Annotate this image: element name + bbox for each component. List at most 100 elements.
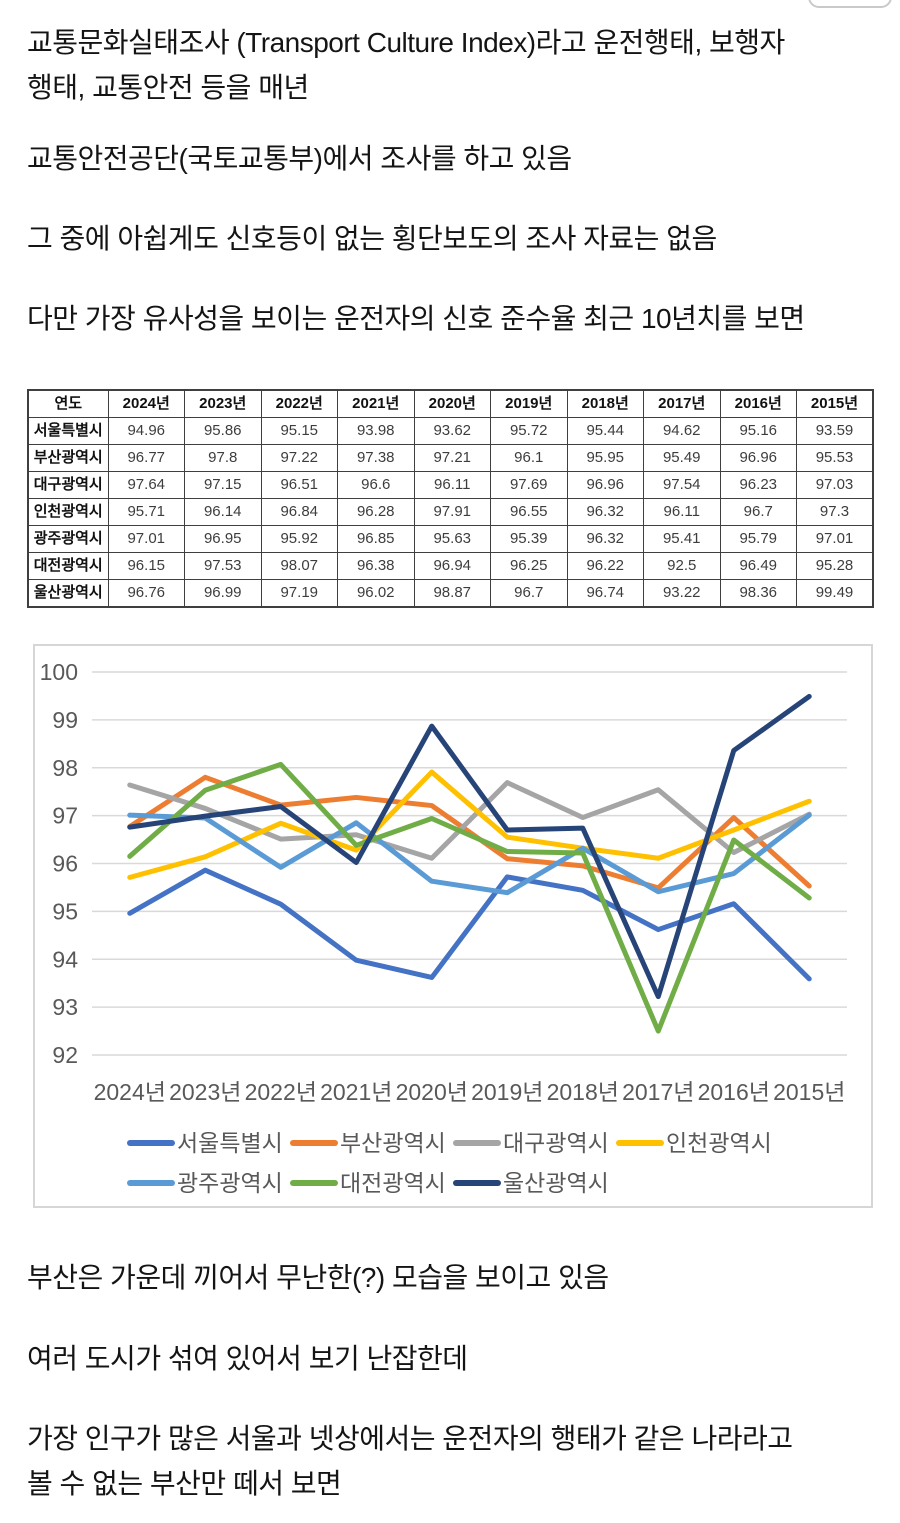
table-cell: 95.44 [566,417,644,445]
table-cell: 96.94 [413,552,491,580]
series-line-광주광역시 [127,812,812,896]
table-cell: 96.15 [107,552,185,580]
legend-label: 울산광역시 [503,1170,609,1196]
table-cell: 95.79 [719,525,797,553]
series-line-부산광역시 [127,774,812,891]
x-tick-label: 2022년 [245,1079,317,1105]
table-cell: 95.72 [490,417,568,445]
table-body: 서울특별시 94.96 95.86 95.15 93.98 93.62 95.72 95.44… [27,417,874,608]
table-cell: 93.22 [643,579,721,608]
table-cell: 96.55 [490,498,568,526]
table-cell: 95.53 [796,444,874,472]
column-header: 2015년 [796,389,874,418]
row-header-city: 서울특별시 [27,417,109,445]
table-cell: 95.15 [260,417,338,445]
table-cell: 94.62 [643,417,721,445]
legend-label: 대전광역시 [340,1170,446,1196]
column-header: 2019년 [490,389,568,418]
body-text-line: 교통문화실태조사 (Transport Culture Index)라고 운전행… [27,27,785,58]
body-text-line: 다만 가장 유사성을 보이는 운전자의 신호 준수율 최근 10년치를 보면 [27,303,805,334]
table-cell: 96.02 [337,579,415,608]
x-tick-label: 2021년 [320,1079,392,1105]
series-line-울산광역시 [127,693,812,1000]
compliance-table: 연도 2024년 2023년 2022년 2021년 2020년 2019년 2018년 201… [27,389,874,608]
table-cell: 96.1 [490,444,568,472]
table-cell: 96.85 [337,525,415,553]
table-cell: 96.6 [337,471,415,499]
row-header-city: 광주광역시 [27,525,109,553]
table-cell: 97.69 [490,471,568,499]
y-tick-label: 95 [52,898,78,924]
table-row: 대구광역시 97.64 97.15 96.51 96.6 96.11 97.69 96.96 9… [27,471,874,499]
y-tick-label: 98 [52,755,78,781]
table-cell: 95.16 [719,417,797,445]
table-cell: 95.95 [566,444,644,472]
column-header: 2016년 [719,389,797,418]
column-header: 2021년 [337,389,415,418]
column-header: 2022년 [260,389,338,418]
table-row: 인천광역시 95.71 96.14 96.84 96.28 97.91 96.55 96.32… [27,498,874,526]
table-cell: 98.36 [719,579,797,608]
column-header: 2024년 [107,389,185,418]
table-head: 연도 2024년 2023년 2022년 2021년 2020년 2019년 2018년 201… [27,389,874,418]
top-right-button-fragment[interactable] [808,0,892,8]
table-cell: 96.25 [490,552,568,580]
column-header: 2017년 [643,389,721,418]
table-cell: 93.59 [796,417,874,445]
body-text-line: 가장 인구가 많은 서울과 넷상에서는 운전자의 행태가 같은 나라라고 [27,1423,793,1454]
table-cell: 93.62 [413,417,491,445]
table-header-row: 연도 2024년 2023년 2022년 2021년 2020년 2019년 2018년 201… [27,389,874,418]
x-tick-label: 2017년 [622,1079,694,1105]
table-cell: 96.28 [337,498,415,526]
body-text-line: 볼 수 없는 부산만 떼서 보면 [27,1468,342,1499]
table-cell: 96.76 [107,579,185,608]
table-cell: 92.5 [643,552,721,580]
table-row: 대전광역시 96.15 97.53 98.07 96.38 96.94 96.25 96.22… [27,552,874,580]
table-cell: 97.38 [337,444,415,472]
table-cell: 95.63 [413,525,491,553]
row-header-city: 울산광역시 [27,579,109,608]
y-tick-label: 99 [52,707,78,733]
legend-label: 대구광역시 [503,1130,609,1156]
table-cell: 96.32 [566,498,644,526]
column-header: 2023년 [184,389,262,418]
x-tick-label: 2019년 [471,1079,543,1105]
table-cell: 94.96 [107,417,185,445]
x-tick-label: 2015년 [773,1079,845,1105]
table-cell: 95.49 [643,444,721,472]
x-tick-label: 2016년 [698,1079,770,1105]
body-text-line: 행태, 교통안전 등을 매년 [27,72,309,103]
row-header-city: 대전광역시 [27,552,109,580]
table-cell: 96.23 [719,471,797,499]
table-cell: 97.01 [796,525,874,553]
body-text-line: 교통안전공단(국토교통부)에서 조사를 하고 있음 [27,143,572,174]
table-cell: 97.21 [413,444,491,472]
row-header-city: 부산광역시 [27,444,109,472]
x-tick-label: 2020년 [396,1079,468,1105]
y-tick-label: 100 [40,659,78,685]
row-header-city: 인천광역시 [27,498,109,526]
series-line-서울특별시 [127,867,812,982]
chart-frame [33,644,873,1208]
table-cell: 96.84 [260,498,338,526]
table-cell: 95.71 [107,498,185,526]
table-cell: 96.38 [337,552,415,580]
table-cell: 97.3 [796,498,874,526]
table-cell: 93.98 [337,417,415,445]
column-header: 2018년 [566,389,644,418]
table-cell: 97.19 [260,579,338,608]
table-cell: 96.77 [107,444,185,472]
table-cell: 95.39 [490,525,568,553]
series-line-대전광역시 [127,761,812,1034]
legend-label: 부산광역시 [340,1130,446,1156]
x-tick-label: 2018년 [547,1079,619,1105]
body-text-line: 여러 도시가 섞여 있어서 보기 난잡한데 [27,1343,468,1374]
table-cell: 96.99 [184,579,262,608]
table-row: 광주광역시 97.01 96.95 95.92 96.85 95.63 95.39 96.32… [27,525,874,553]
y-tick-label: 94 [52,946,78,972]
row-header-city: 대구광역시 [27,471,109,499]
table-cell: 96.11 [413,471,491,499]
table-cell: 96.96 [566,471,644,499]
body-text-line: 그 중에 아쉽게도 신호등이 없는 횡단보도의 조사 자료는 없음 [27,223,717,254]
series-line-대구광역시 [127,780,812,861]
